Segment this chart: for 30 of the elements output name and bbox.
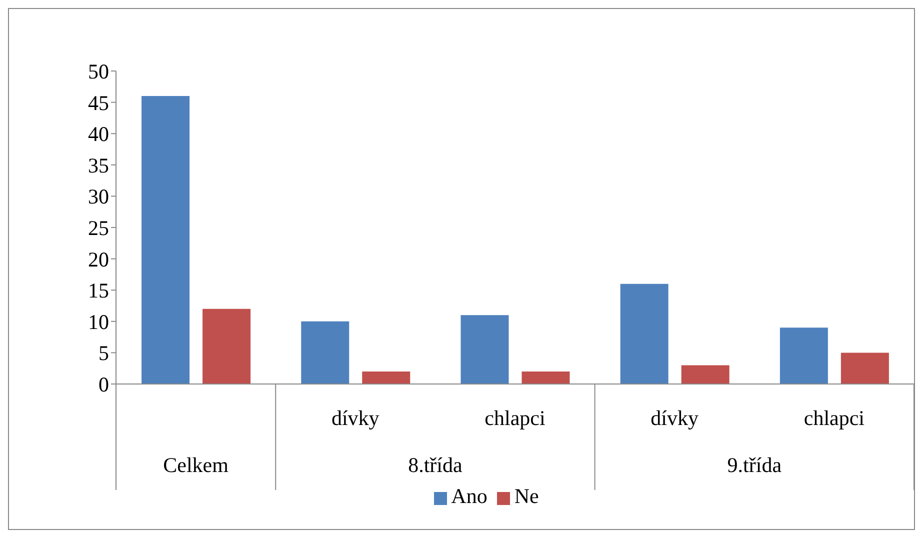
y-tick-label: 0 xyxy=(98,372,109,396)
bar xyxy=(840,352,889,384)
x-tick-label: chlapci xyxy=(484,406,546,430)
y-tick-label: 45 xyxy=(88,90,109,115)
bar xyxy=(681,365,730,384)
text: 9.třída xyxy=(727,453,782,477)
y-tick-label: 50 xyxy=(88,59,109,84)
bar xyxy=(362,371,410,384)
y-tick-label: 5 xyxy=(98,341,109,366)
y-tick-label: 35 xyxy=(88,153,109,178)
bar xyxy=(620,284,668,384)
bar xyxy=(460,315,509,384)
text: 8.třída xyxy=(408,453,463,477)
legend-label: Ano xyxy=(451,484,488,508)
text: Celkem xyxy=(163,453,228,477)
bar xyxy=(202,308,251,384)
y-tick-label: 20 xyxy=(88,247,109,272)
bar xyxy=(522,371,570,384)
bar xyxy=(780,328,828,384)
y-tick-label: 25 xyxy=(88,216,109,240)
legend-label: Ne xyxy=(514,484,539,508)
y-tick-label: 15 xyxy=(88,278,109,303)
x-tick-label: chlapci xyxy=(804,406,865,430)
bar xyxy=(142,96,190,384)
y-tick-label: 40 xyxy=(88,122,109,146)
bar xyxy=(301,321,350,384)
x-tick-label: dívky xyxy=(650,406,700,430)
x-tick-label: dívky xyxy=(331,406,380,430)
y-tick-label: 10 xyxy=(88,310,109,334)
y-tick-label: 30 xyxy=(88,184,109,209)
